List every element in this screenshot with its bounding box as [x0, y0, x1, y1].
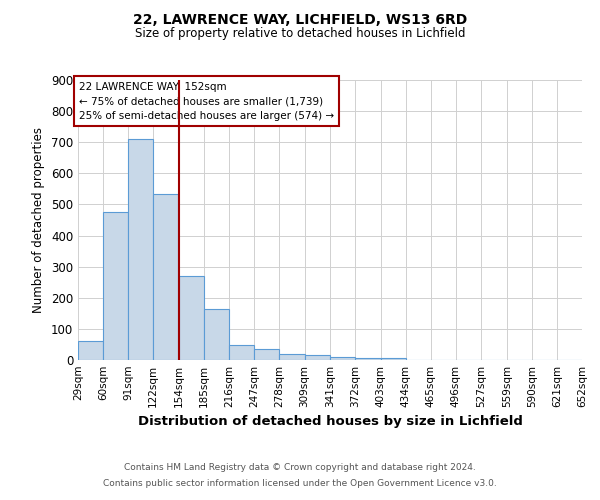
Bar: [128, 139, 153, 360]
Bar: [331, 357, 355, 360]
Text: Size of property relative to detached houses in Lichfield: Size of property relative to detached ho…: [135, 28, 465, 40]
Bar: [153, 194, 178, 360]
Bar: [305, 356, 329, 360]
Bar: [78, 342, 103, 360]
Bar: [280, 354, 305, 360]
Text: 22 LAWRENCE WAY: 152sqm
← 75% of detached houses are smaller (1,739)
25% of semi: 22 LAWRENCE WAY: 152sqm ← 75% of detache…: [79, 82, 334, 121]
Bar: [254, 349, 280, 360]
Bar: [179, 276, 204, 360]
Bar: [355, 358, 380, 360]
Y-axis label: Number of detached properties: Number of detached properties: [32, 127, 46, 313]
Text: Contains HM Land Registry data © Crown copyright and database right 2024.: Contains HM Land Registry data © Crown c…: [124, 464, 476, 472]
Bar: [103, 212, 128, 360]
Bar: [380, 358, 406, 360]
Bar: [204, 308, 229, 360]
X-axis label: Distribution of detached houses by size in Lichfield: Distribution of detached houses by size …: [137, 416, 523, 428]
Text: 22, LAWRENCE WAY, LICHFIELD, WS13 6RD: 22, LAWRENCE WAY, LICHFIELD, WS13 6RD: [133, 12, 467, 26]
Bar: [229, 346, 254, 360]
Text: Contains public sector information licensed under the Open Government Licence v3: Contains public sector information licen…: [103, 478, 497, 488]
